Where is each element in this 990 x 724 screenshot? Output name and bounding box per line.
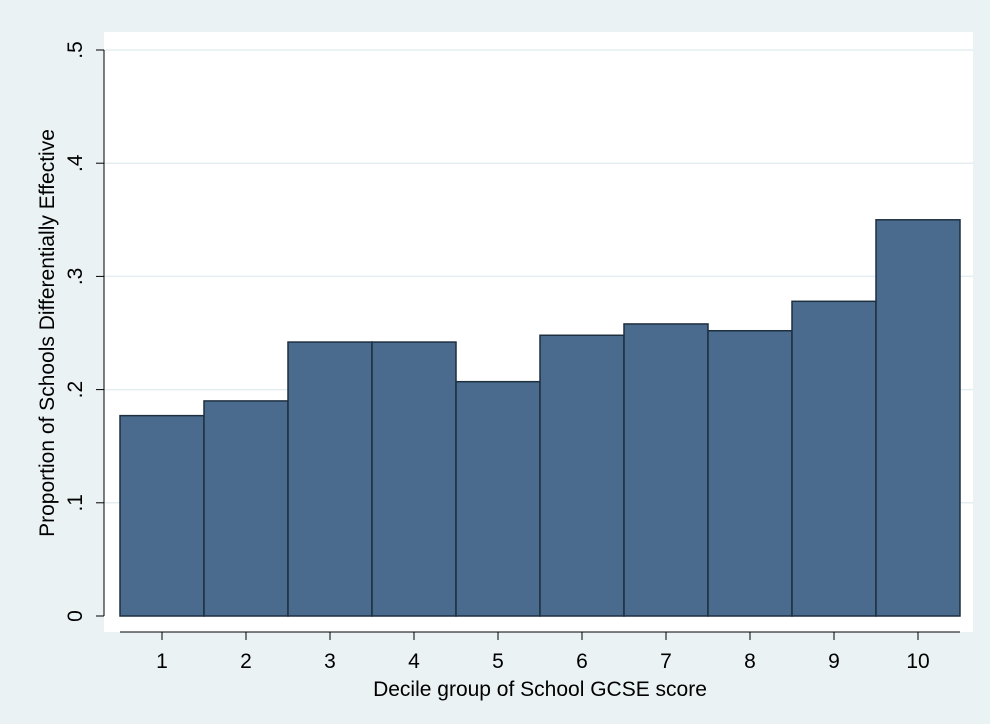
x-tick-label: 9	[828, 650, 840, 673]
bar	[623, 323, 709, 617]
x-tick-label: 10	[906, 650, 929, 673]
y-tick-label: .3	[64, 268, 87, 286]
x-tick-label: 7	[660, 650, 672, 673]
bar	[707, 329, 793, 617]
bar	[119, 414, 205, 617]
bars	[119, 219, 961, 617]
bar	[203, 400, 289, 617]
y-tick-label: .5	[64, 41, 87, 59]
y-axis-ticks: 0 .1 .2 .3 .4 .5	[64, 41, 104, 622]
x-tick-label: 3	[324, 650, 336, 673]
y-tick-label: 0	[64, 610, 87, 622]
y-axis-title: Proportion of Schools Differentially Eff…	[36, 129, 59, 537]
x-axis-title: Decile group of School GCSE score	[373, 678, 707, 701]
x-tick-label: 2	[240, 650, 252, 673]
x-axis-ticks: 1 2 3 4 5 6 7 8 9 10	[156, 632, 930, 673]
bar	[539, 334, 625, 617]
x-tick-label: 8	[744, 650, 756, 673]
y-tick-label: .1	[64, 494, 87, 512]
x-tick-label: 4	[408, 650, 420, 673]
y-tick-label: .4	[64, 154, 87, 172]
bar	[455, 380, 541, 617]
bar	[875, 219, 961, 617]
bar	[287, 341, 373, 617]
y-tick-label: .2	[64, 381, 87, 399]
x-tick-label: 6	[576, 650, 588, 673]
bar	[791, 300, 877, 617]
bar	[371, 341, 457, 617]
x-tick-label: 5	[492, 650, 504, 673]
x-tick-label: 1	[156, 650, 168, 673]
